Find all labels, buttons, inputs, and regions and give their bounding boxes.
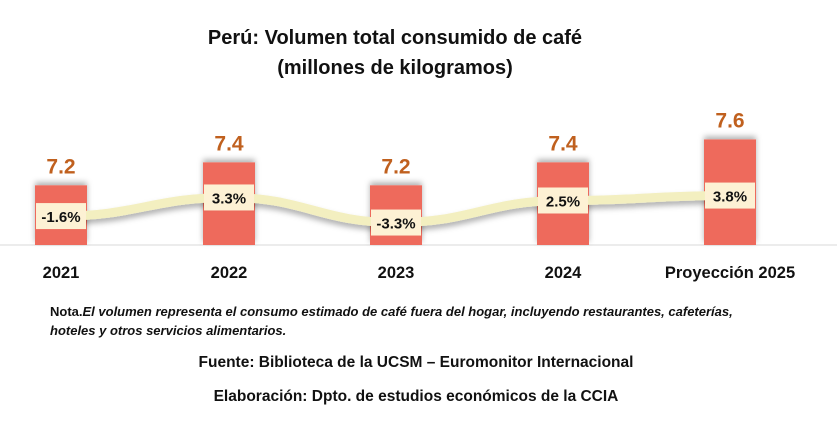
note: Nota.El volumen representa el consumo es…: [50, 304, 733, 319]
note-text-2: hoteles y otros servicios alimentarios.: [50, 323, 286, 338]
growth-label-box: [538, 187, 588, 214]
growth-label-box: [371, 209, 421, 236]
source: Fuente: Biblioteca de la UCSM – Euromoni…: [199, 354, 634, 371]
note-text-1: El volumen representa el consumo estimad…: [83, 304, 733, 319]
note-prefix: Nota.: [50, 304, 83, 319]
bar-value-label: 7.2: [381, 155, 410, 178]
growth-label-box: [36, 203, 86, 230]
x-tick-label: 2023: [378, 264, 415, 282]
growth-label-box: [204, 184, 254, 211]
x-tick-label: 2021: [43, 264, 80, 282]
bar-value-label: 7.4: [548, 132, 578, 155]
bar-value-label: 7.2: [46, 155, 75, 178]
growth-label: -3.3%: [376, 216, 415, 233]
chart-subtitle: (millones de kilogramos): [277, 57, 513, 79]
bar-value-label: 7.4: [214, 132, 244, 155]
x-tick-label: Proyección 2025: [665, 264, 795, 282]
growth-label: -1.6%: [41, 209, 80, 226]
growth-label: 2.5%: [546, 194, 580, 211]
growth-label: 3.3%: [212, 190, 246, 207]
bar-value-label: 7.6: [715, 109, 744, 132]
growth-label-box: [705, 182, 755, 209]
x-tick-label: 2022: [211, 264, 248, 282]
elaboration: Elaboración: Dpto. de estudios económico…: [214, 388, 619, 405]
chart-title: Perú: Volumen total consumido de café: [208, 27, 582, 49]
growth-label: 3.8%: [713, 189, 747, 206]
x-tick-label: 2024: [545, 264, 583, 282]
